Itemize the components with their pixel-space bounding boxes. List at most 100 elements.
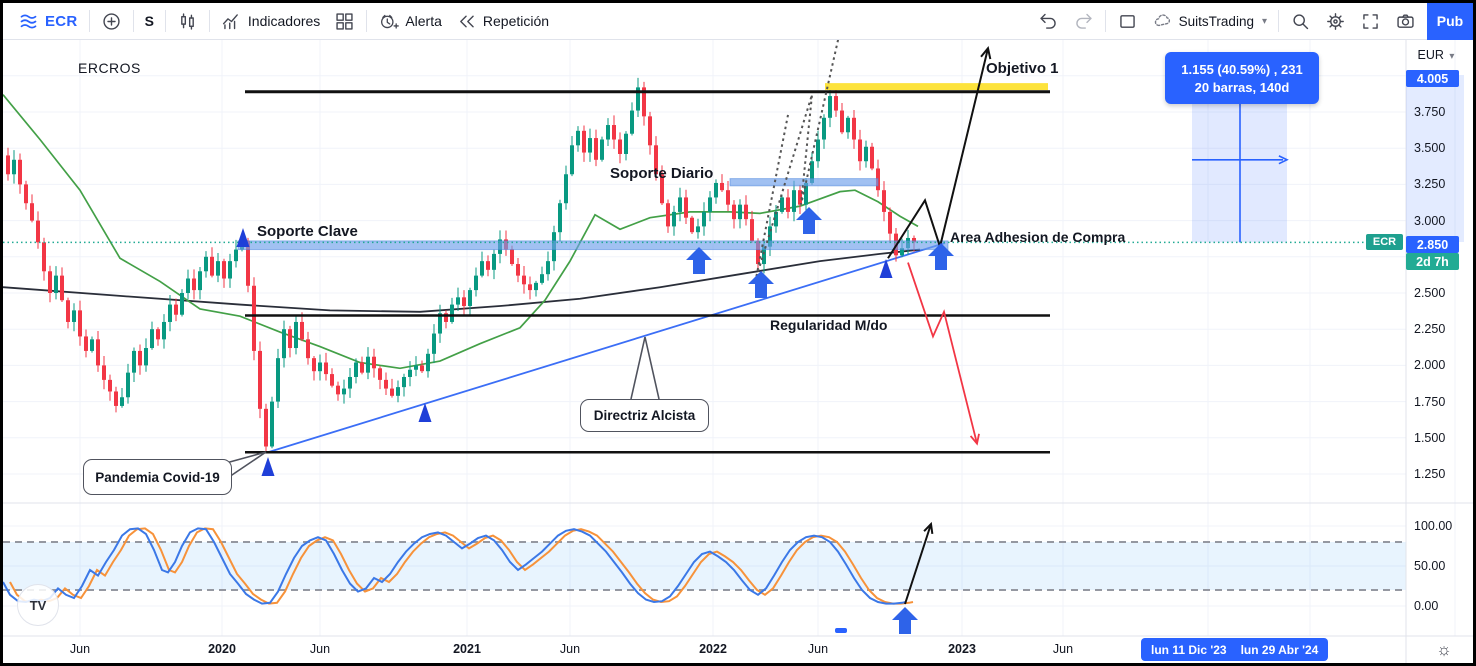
indicators-icon: [222, 13, 238, 29]
price-tick: 3.500: [1414, 141, 1446, 156]
undo-button[interactable]: [1031, 6, 1066, 36]
measure-tooltip: 1.155 (40.59%) , 231 20 barras, 140d: [1165, 52, 1319, 104]
top-toolbar: ECR S Indicadores: [3, 3, 1473, 40]
buy-arrow: [748, 271, 774, 298]
grid-icon: [336, 12, 353, 30]
buy-arrow: [892, 607, 918, 634]
interval-button[interactable]: S: [138, 6, 161, 36]
triangle-marker: [236, 228, 250, 247]
alert-button[interactable]: Alerta: [371, 6, 449, 36]
layout-templates-button[interactable]: [327, 6, 362, 36]
measure-axis-highlight: [1406, 75, 1464, 242]
price-tick: 3.750: [1414, 105, 1446, 119]
chart-area: ERCROS Objetivo 1 Soporte Diario Soporte…: [3, 40, 1473, 663]
time-tick: 2021: [453, 642, 481, 656]
undo-icon: [1040, 13, 1056, 29]
single-layout-icon: [1119, 14, 1135, 28]
tradingview-logo[interactable]: TV: [17, 584, 59, 626]
time-axis[interactable]: Jun 2020 Jun 2021 Jun 2022 Jun 2023 Jun lun 11 D…: [3, 637, 1473, 663]
stoch-tick: 0.00: [1414, 599, 1439, 613]
search-icon: [1293, 13, 1309, 29]
stoch-tick: 100.00: [1414, 519, 1453, 533]
chevron-down-icon: ▾: [1261, 15, 1267, 27]
stoch-d: [9, 527, 914, 605]
toolbar-divider: [1104, 10, 1106, 32]
screenshot-button[interactable]: [1388, 6, 1423, 36]
candles-icon: [181, 12, 194, 30]
triangle-marker: [879, 259, 893, 278]
price-tick: 3.000: [1414, 213, 1446, 228]
chart-type-button[interactable]: [170, 6, 205, 36]
rewind-icon: [460, 15, 474, 27]
price-tick: 2.500: [1414, 286, 1446, 300]
toolbar-divider: [88, 10, 90, 32]
annotation-area-adhesion[interactable]: Area Adhesion de Compra: [950, 229, 1126, 245]
time-tick: Jun: [559, 642, 581, 656]
currency-selector[interactable]: EUR ▾: [1406, 48, 1466, 62]
indicators-button[interactable]: Indicadores: [214, 6, 327, 36]
price-axis[interactable]: EUR ▾ 4.005 3.750 3.500 3.250 3.000 2.500 2.2…: [1406, 40, 1473, 636]
price-tick: 2.000: [1414, 358, 1446, 373]
layout-select-button[interactable]: [1110, 6, 1145, 36]
redo-button[interactable]: [1066, 6, 1101, 36]
time-tick: Jun: [69, 642, 91, 656]
toolbar-divider: [208, 10, 210, 32]
measure-top-price-badge: 4.005: [1406, 70, 1459, 87]
time-tick: Jun: [807, 642, 829, 656]
annotation-objetivo[interactable]: Objetivo 1: [986, 60, 1059, 77]
symbol-watermark-text[interactable]: ERCROS: [78, 60, 141, 76]
compare-button[interactable]: [94, 6, 129, 36]
settings-button[interactable]: [1318, 6, 1353, 36]
chart-canvas[interactable]: [3, 40, 1473, 663]
search-button[interactable]: [1283, 6, 1318, 36]
price-tick: 1.500: [1414, 430, 1446, 445]
range-end-date: lun 29 Abr '24: [1240, 642, 1319, 657]
alert-label: Alerta: [405, 13, 442, 29]
time-tick: 2020: [208, 642, 236, 656]
alarm-clock-icon: [381, 14, 400, 29]
fullscreen-button[interactable]: [1353, 6, 1388, 36]
replay-button[interactable]: Repetición: [449, 6, 556, 36]
time-tick: Jun: [309, 642, 331, 656]
price-tick: 1.250: [1414, 467, 1446, 481]
toolbar-divider: [1278, 10, 1279, 32]
gear-icon: [1327, 12, 1344, 30]
annotation-regularidad[interactable]: Regularidad M/do: [770, 317, 888, 333]
buy-arrow: [686, 247, 712, 274]
buy-arrow: [928, 243, 954, 270]
callout-directriz-alcista[interactable]: Directriz Alcista: [580, 399, 709, 432]
price-tick: 2.250: [1414, 322, 1446, 337]
stoch-tick: 50.00: [1414, 559, 1446, 573]
callout-pandemia-covid[interactable]: Pandemia Covid-19: [83, 459, 232, 495]
replay-label: Repetición: [482, 13, 550, 29]
time-tick: 2022: [699, 642, 727, 656]
time-tick: 2023: [948, 642, 976, 656]
chevron-down-icon: ▾: [1449, 51, 1455, 62]
scales-settings-icon[interactable]: ☼: [1436, 639, 1452, 659]
cloud-account-button[interactable]: SuitsTrading ▾: [1145, 6, 1274, 36]
candlesticks: [6, 77, 916, 453]
bar-countdown-badge: 2d 7h: [1406, 253, 1459, 270]
toolbar-divider: [132, 10, 134, 32]
annotation-soporte-clave[interactable]: Soporte Clave: [257, 223, 358, 240]
toolbar-divider: [366, 10, 368, 32]
logo-waves-icon: [20, 14, 37, 28]
cloud-icon: [1154, 13, 1170, 26]
stoch-k: [3, 527, 907, 605]
range-start-date: lun 11 Dic '23: [1151, 642, 1227, 657]
price-tick: 1.750: [1414, 394, 1446, 409]
toolbar-divider: [164, 10, 166, 32]
last-price-badge: 2.850: [1406, 236, 1459, 253]
price-tick: 3.250: [1414, 177, 1446, 192]
buy-arrow: [796, 207, 822, 234]
triangle-marker: [418, 403, 432, 422]
camera-icon: [1397, 14, 1414, 28]
annotation-soporte-diario[interactable]: Soporte Diario: [610, 165, 714, 182]
currency-label: EUR: [1417, 48, 1444, 62]
symbol-button[interactable]: ECR: [11, 6, 85, 36]
publish-button[interactable]: Pub: [1427, 3, 1473, 40]
time-tick: Jun: [1052, 642, 1074, 656]
measure-tooltip-line1: 1.155 (40.59%) , 231: [1181, 61, 1303, 77]
measure-tooltip-line2: 20 barras, 140d: [1194, 79, 1290, 95]
